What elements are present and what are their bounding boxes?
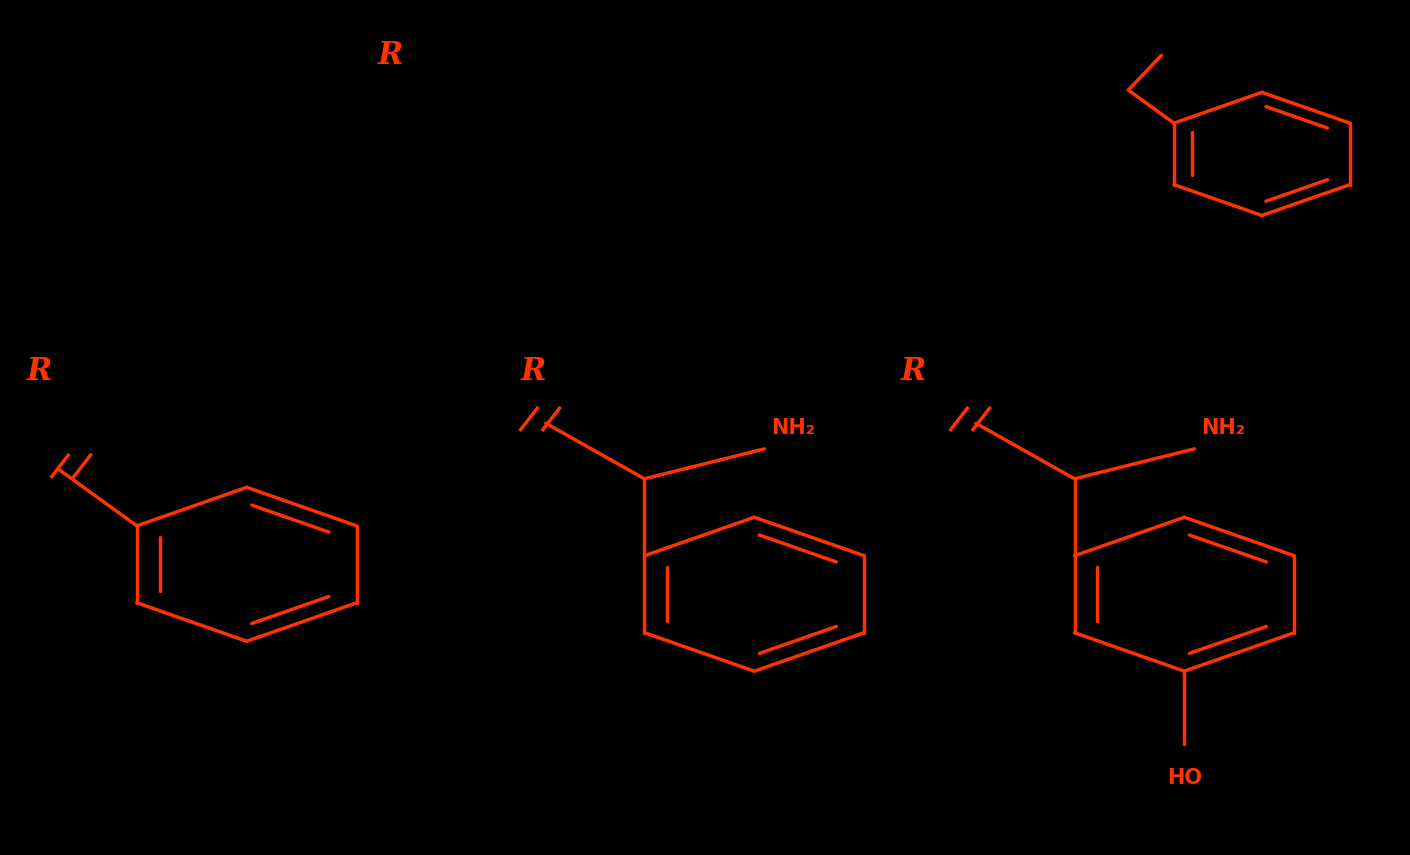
Text: NH₂: NH₂: [1201, 417, 1245, 438]
Text: R: R: [27, 357, 52, 387]
Text: NH₂: NH₂: [771, 417, 815, 438]
Text: R: R: [901, 357, 926, 387]
Text: HO: HO: [1167, 768, 1201, 787]
Text: R: R: [520, 357, 546, 387]
Text: R: R: [378, 40, 403, 71]
